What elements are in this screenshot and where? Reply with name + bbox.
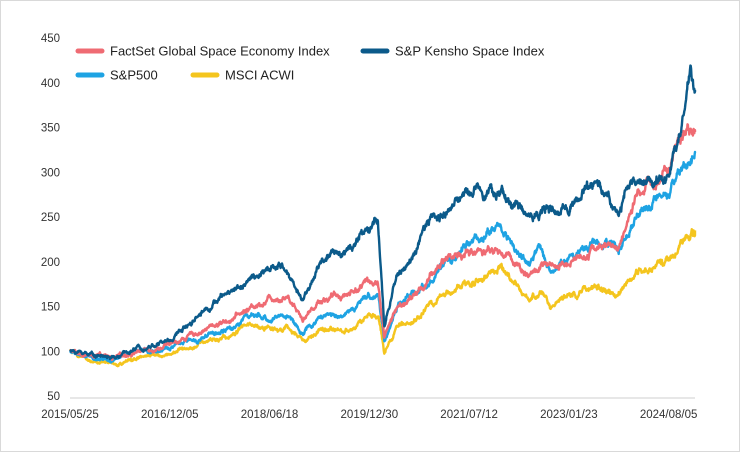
series-lines: [68, 64, 697, 368]
legend-label: S&P Kensho Space Index: [395, 44, 545, 59]
y-tick-label: 50: [47, 391, 60, 403]
axes: 50 100 150 200 250 300 350 400 450 2015/05/25 2016…: [41, 33, 698, 421]
legend-label: MSCI ACWI: [225, 68, 294, 83]
x-tick-label: 2021/07/12: [440, 409, 498, 421]
x-tick-label: 2019/12/30: [341, 409, 399, 421]
y-tick-label: 100: [41, 346, 60, 358]
x-tick-label: 2023/01/23: [540, 409, 598, 421]
legend: FactSet Global Space Economy Index S&P Ke…: [75, 44, 545, 83]
y-tick-label: 250: [41, 212, 60, 224]
y-tick-label: 450: [41, 33, 60, 45]
y-tick-label: 400: [41, 78, 60, 90]
series-line: [68, 228, 697, 368]
x-tick-label: 2024/08/05: [640, 409, 698, 421]
y-tick-label: 150: [41, 302, 60, 314]
y-tick-label: 200: [41, 257, 60, 269]
legend-label: S&P500: [110, 68, 158, 83]
x-tick-label: 2015/05/25: [41, 409, 99, 421]
series-line: [69, 64, 697, 361]
y-tick-label: 350: [41, 123, 60, 135]
legend-label: FactSet Global Space Economy Index: [110, 44, 330, 59]
x-tick-label: 2016/12/05: [141, 409, 199, 421]
series-line: [69, 123, 697, 362]
x-tick-label: 2018/06/18: [241, 409, 299, 421]
y-tick-label: 300: [41, 167, 60, 179]
